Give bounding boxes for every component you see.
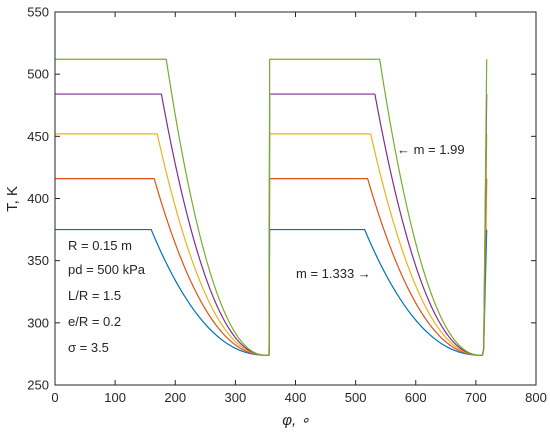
x-tick-label: 100 <box>104 390 126 405</box>
x-tick-label: 500 <box>345 390 367 405</box>
y-axis-label: T, K <box>4 186 21 212</box>
y-tick-label: 550 <box>27 5 49 20</box>
series-line-5 <box>55 58 488 356</box>
y-tick-label: 350 <box>27 253 49 268</box>
y-tick-label: 250 <box>27 378 49 393</box>
annotation-m-top: ← m = 1.99 <box>397 142 465 157</box>
param-radius: R = 0.15 m <box>68 238 132 253</box>
x-axis-label: φ, ∘ <box>282 412 310 429</box>
series-layer <box>55 58 488 356</box>
param-pressure: pd = 500 kPa <box>68 262 146 277</box>
param-sigma: σ = 3.5 <box>68 340 109 355</box>
annotation-m-bottom: m = 1.333 → <box>296 266 371 281</box>
y-tick-label: 400 <box>27 191 49 206</box>
x-tick-label: 700 <box>465 390 487 405</box>
param-length-ratio: L/R = 1.5 <box>68 288 121 303</box>
ticks-layer: 0 100 200 300 400 500 600 700 800 250 300 350 400 450… <box>27 5 547 406</box>
plot-area <box>55 12 536 385</box>
x-tick-label: 600 <box>405 390 427 405</box>
x-tick-label: 200 <box>164 390 186 405</box>
series-line-1 <box>55 228 488 356</box>
y-tick-label: 450 <box>27 129 49 144</box>
y-tick-label: 500 <box>27 67 49 82</box>
param-eccentricity: e/R = 0.2 <box>68 314 121 329</box>
x-tick-label: 300 <box>225 390 247 405</box>
x-tick-label: 0 <box>51 390 58 405</box>
y-tick-label: 300 <box>27 315 49 330</box>
x-tick-label: 400 <box>285 390 307 405</box>
x-tick-label: 800 <box>525 390 547 405</box>
